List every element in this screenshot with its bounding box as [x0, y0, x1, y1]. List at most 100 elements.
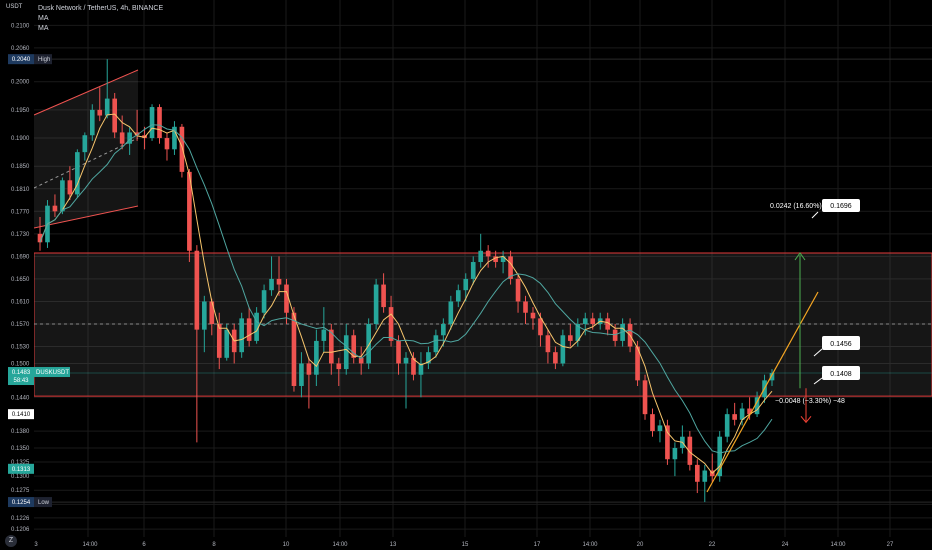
candle-body[interactable] [426, 352, 431, 364]
candle-body[interactable] [149, 107, 155, 139]
candle-body[interactable] [246, 318, 252, 341]
candle-body[interactable] [463, 278, 469, 291]
candle-body[interactable] [104, 98, 110, 116]
candle-body[interactable] [508, 256, 513, 279]
candle-body[interactable] [433, 335, 439, 353]
candle-body[interactable] [455, 290, 461, 302]
candle-body[interactable] [687, 436, 693, 465]
candle-body[interactable] [276, 278, 282, 285]
candle-body[interactable] [373, 284, 379, 325]
candle-body[interactable] [635, 346, 640, 381]
symbol-title[interactable]: Dusk Network / TetherUS, 4h, BINANCE [38, 5, 164, 12]
ma-indicator-2[interactable]: MA [38, 25, 49, 32]
stop-price-box[interactable] [822, 366, 860, 380]
candle-body[interactable] [672, 447, 678, 460]
tradingview-logo-icon[interactable]: Z [5, 535, 17, 547]
candle-body[interactable] [560, 335, 566, 364]
candle-body[interactable] [732, 414, 737, 420]
candle-body[interactable] [202, 301, 207, 330]
range-zone[interactable] [33, 252, 932, 397]
candle-body[interactable] [351, 335, 357, 358]
candle-body[interactable] [284, 284, 289, 313]
candle-body[interactable] [538, 318, 543, 336]
candle-body[interactable] [306, 363, 312, 375]
candle-body[interactable] [411, 357, 416, 375]
candle-body[interactable] [754, 397, 760, 415]
candle-body[interactable] [187, 171, 192, 251]
candle-body[interactable] [515, 278, 521, 302]
candle-body[interactable] [127, 132, 132, 144]
candle-body[interactable] [739, 408, 745, 420]
candle-body[interactable] [67, 180, 73, 195]
candle-body[interactable] [261, 290, 267, 313]
candle-body[interactable] [179, 126, 185, 172]
candle-body[interactable] [358, 357, 364, 364]
candle-body[interactable] [500, 256, 506, 263]
candle-body[interactable] [485, 250, 491, 257]
candle-body[interactable] [441, 324, 446, 336]
candle-body[interactable] [194, 250, 200, 330]
candle-body[interactable] [157, 107, 162, 139]
candle-body[interactable] [314, 340, 319, 375]
candle-body[interactable] [209, 301, 215, 325]
candle-body[interactable] [530, 312, 536, 319]
candle-body[interactable] [568, 335, 573, 341]
candle-body[interactable] [702, 470, 708, 482]
channel-mid[interactable] [33, 137, 139, 189]
candle-body[interactable] [612, 329, 618, 341]
candle-body[interactable] [448, 301, 454, 325]
target-price-box[interactable] [822, 199, 860, 212]
candle-body[interactable] [299, 363, 304, 386]
candle-body[interactable] [381, 284, 386, 308]
candle-body[interactable] [747, 408, 752, 415]
candle-body[interactable] [172, 126, 177, 150]
candle-body[interactable] [366, 324, 371, 364]
candle-body[interactable] [642, 380, 648, 415]
candle-body[interactable] [291, 312, 297, 386]
candle-body[interactable] [470, 262, 476, 279]
candle-body[interactable] [164, 138, 170, 150]
candle-body[interactable] [478, 250, 484, 263]
candle-body[interactable] [493, 256, 498, 263]
channel-upper[interactable] [33, 69, 139, 116]
candle-body[interactable] [396, 340, 401, 364]
candle-body[interactable] [269, 278, 274, 291]
candle-body[interactable] [239, 318, 244, 353]
candle-body[interactable] [418, 363, 424, 375]
candle-body[interactable] [112, 98, 118, 133]
candle-body[interactable] [575, 324, 581, 341]
candle-body[interactable] [134, 132, 140, 136]
candle-body[interactable] [523, 301, 528, 313]
candle-body[interactable] [216, 324, 222, 358]
candle-body[interactable] [620, 324, 625, 341]
candle-body[interactable] [650, 414, 655, 432]
candle-body[interactable] [82, 135, 88, 153]
candle-body[interactable] [605, 318, 610, 330]
entry-price-box[interactable] [822, 336, 860, 350]
candle-body[interactable] [224, 329, 230, 358]
channel-lower[interactable] [33, 205, 139, 229]
candle-body[interactable] [665, 425, 670, 460]
candle-body[interactable] [119, 132, 125, 144]
ma-indicator-1[interactable]: MA [38, 15, 49, 22]
candle-body[interactable] [694, 464, 700, 482]
candle-body[interactable] [553, 352, 558, 364]
candle-body[interactable] [717, 436, 723, 477]
candle-body[interactable] [769, 373, 775, 381]
candle-body[interactable] [343, 335, 349, 370]
candle-body[interactable] [336, 363, 342, 370]
candle-body[interactable] [403, 357, 409, 364]
candle-body[interactable] [545, 335, 551, 353]
candle-body[interactable] [75, 152, 80, 195]
candle-body[interactable] [52, 205, 58, 212]
candle-body[interactable] [37, 233, 43, 243]
candle-body[interactable] [97, 109, 103, 116]
candle-body[interactable] [321, 329, 327, 341]
candle-body[interactable] [590, 318, 596, 325]
candle-body[interactable] [657, 425, 663, 432]
candle-body[interactable] [724, 414, 730, 437]
candle-body[interactable] [254, 312, 259, 341]
candle-body[interactable] [60, 180, 65, 212]
candle-body[interactable] [89, 109, 95, 136]
